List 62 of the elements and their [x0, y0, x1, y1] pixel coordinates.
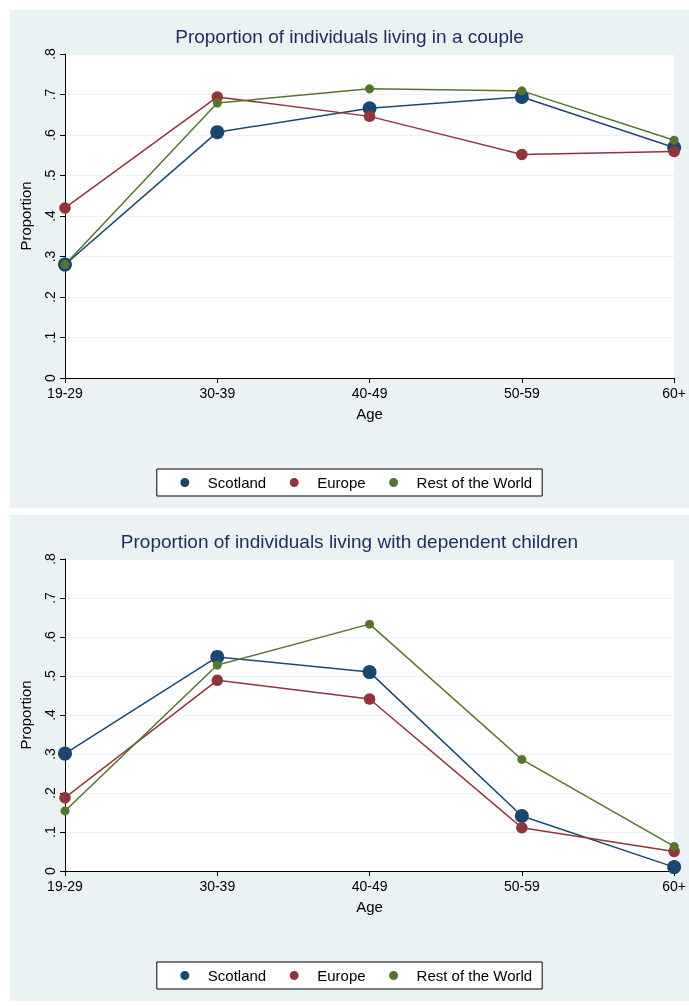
point: [669, 841, 679, 851]
x-axis-title: Age: [356, 898, 383, 915]
y-tick-label: .5: [42, 669, 58, 682]
point: [669, 135, 679, 145]
y-tick-label: 0: [42, 373, 58, 382]
x-tick-label: 19-29: [47, 385, 84, 401]
point: [365, 619, 375, 629]
point: [59, 791, 71, 804]
y-tick-label: .8: [42, 552, 58, 565]
point: [212, 660, 222, 670]
point: [517, 754, 527, 764]
y-tick-label: .1: [42, 825, 58, 838]
legend-label: Scotland: [207, 474, 267, 491]
x-axis-title: Age: [356, 405, 383, 422]
legend-label: Rest of the World: [416, 474, 533, 491]
y-tick-label: 0: [42, 866, 58, 875]
x-tick-label: 40-49: [351, 385, 388, 401]
y-tick-label: .2: [42, 786, 58, 799]
x-tick-label: 30-39: [199, 878, 236, 894]
point: [514, 809, 529, 824]
y-tick-label: .5: [42, 169, 58, 182]
point: [363, 110, 376, 123]
chart-title: Proportion of individuals living with dependent children: [120, 531, 579, 552]
point: [517, 86, 527, 96]
legend-label: Scotland: [207, 967, 267, 984]
point: [60, 806, 70, 816]
point: [58, 746, 72, 761]
point: [59, 202, 71, 214]
y-tick-label: .3: [42, 250, 58, 263]
point: [212, 98, 222, 108]
point: [363, 693, 376, 705]
point: [516, 148, 528, 161]
legend-label: Europe: [317, 474, 366, 491]
point: [210, 125, 225, 140]
x-tick-label: 50-59: [503, 878, 540, 894]
point: [365, 84, 375, 94]
y-tick-label: .6: [42, 128, 58, 141]
point: [668, 145, 680, 158]
x-tick-label: 50-59: [503, 385, 540, 401]
y-axis-title: Proportion: [17, 680, 34, 750]
y-tick-label: .4: [42, 708, 58, 721]
y-tick-label: .3: [42, 747, 58, 760]
point: [667, 860, 682, 875]
y-tick-label: .7: [42, 591, 58, 604]
point: [362, 665, 377, 680]
x-tick-label: 60+: [662, 878, 686, 894]
x-tick-label: 60+: [662, 385, 686, 401]
y-axis-title: Proportion: [17, 181, 34, 251]
x-tick-label: 30-39: [199, 385, 236, 401]
y-tick-label: .7: [42, 88, 58, 101]
x-tick-label: 40-49: [351, 878, 388, 894]
chart-title: Proportion of individuals living in a couple: [175, 26, 524, 47]
y-tick-label: .6: [42, 630, 58, 643]
legend-label: Rest of the World: [416, 967, 533, 984]
point: [516, 821, 528, 834]
legend-label: Europe: [317, 967, 366, 984]
point: [211, 674, 224, 687]
y-tick-label: .8: [42, 47, 58, 60]
y-tick-label: .1: [42, 331, 58, 344]
x-tick-label: 19-29: [47, 878, 84, 894]
y-tick-label: .2: [42, 290, 58, 303]
y-tick-label: .4: [42, 209, 58, 222]
